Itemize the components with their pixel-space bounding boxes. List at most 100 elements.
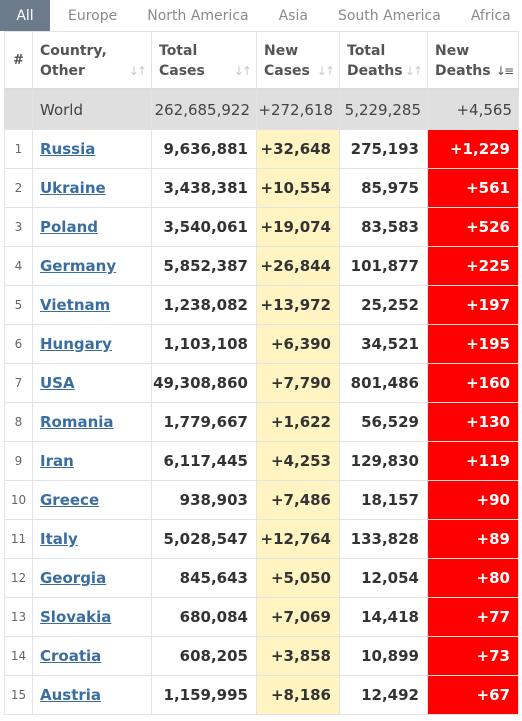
header-new-deaths-label: New Deaths [435, 43, 491, 79]
country-cell: Vietnam [32, 285, 152, 325]
total-deaths-cell: 56,529 [339, 402, 428, 442]
row-index: 3 [4, 207, 33, 247]
total-deaths-cell: 10,899 [339, 636, 428, 676]
tab-europe[interactable]: Europe [68, 7, 118, 24]
table-row: 3 Poland 3,540,061 +19,074 83,583 +526 [4, 207, 519, 247]
country-cell: Croatia [32, 636, 152, 676]
country-cell: Austria [32, 675, 152, 715]
header-index-label: # [13, 52, 24, 68]
world-row: World 262,685,922 +272,618 5,229,285 +4,… [4, 89, 519, 130]
sort-icon[interactable]: ↓↑ [316, 64, 335, 78]
table-row: 8 Romania 1,779,667 +1,622 56,529 +130 [4, 402, 519, 442]
country-cell: Italy [32, 519, 152, 559]
new-cases-cell: +5,050 [256, 558, 340, 598]
country-link[interactable]: Romania [40, 413, 114, 431]
header-total-deaths[interactable]: Total Deaths ↓↑ [339, 31, 428, 91]
total-deaths-cell: 12,054 [339, 558, 428, 598]
total-deaths-cell: 14,418 [339, 597, 428, 637]
table-row: 12 Georgia 845,643 +5,050 12,054 +80 [4, 558, 519, 598]
header-new-deaths[interactable]: New Deaths ↓≡ [427, 31, 519, 91]
new-cases-cell: +19,074 [256, 207, 340, 247]
total-cases-cell: 3,540,061 [151, 207, 257, 247]
new-cases-cell: +7,486 [256, 480, 340, 520]
new-cases-cell: +8,186 [256, 675, 340, 715]
new-deaths-cell: +119 [427, 441, 519, 481]
new-deaths-cell: +67 [427, 675, 519, 715]
table-row: 6 Hungary 1,103,108 +6,390 34,521 +195 [4, 324, 519, 364]
country-cell: Georgia [32, 558, 152, 598]
country-link[interactable]: Italy [40, 530, 78, 548]
new-cases-cell: +32,648 [256, 129, 340, 169]
tab-north-america[interactable]: North America [147, 7, 249, 24]
row-index: 2 [4, 168, 33, 208]
tab-asia[interactable]: Asia [278, 7, 308, 24]
row-index: 12 [4, 558, 33, 598]
new-deaths-cell: +526 [427, 207, 519, 247]
total-deaths-cell: 34,521 [339, 324, 428, 364]
tab-africa[interactable]: Africa [470, 7, 511, 24]
new-cases-cell: +1,622 [256, 402, 340, 442]
new-deaths-cell: +197 [427, 285, 519, 325]
world-name: World [32, 89, 152, 130]
country-cell: Iran [32, 441, 152, 481]
new-cases-cell: +7,069 [256, 597, 340, 637]
countries-table: # Country, Other ↓↑ Total Cases ↓↑ New Case… [4, 31, 519, 715]
country-link[interactable]: Germany [40, 257, 117, 275]
new-deaths-cell: +561 [427, 168, 519, 208]
country-link[interactable]: Slovakia [40, 608, 112, 626]
total-cases-cell: 6,117,445 [151, 441, 257, 481]
country-link[interactable]: Greece [40, 491, 100, 509]
total-cases-cell: 1,159,995 [151, 675, 257, 715]
row-index: 4 [4, 246, 33, 286]
header-new-cases-label: New Cases [264, 43, 310, 79]
total-cases-cell: 680,084 [151, 597, 257, 637]
country-cell: USA [32, 363, 152, 403]
header-country[interactable]: Country, Other ↓↑ [32, 31, 152, 91]
table-row: 2 Ukraine 3,438,381 +10,554 85,975 +561 [4, 168, 519, 208]
region-tabs: All Europe North America Asia South Amer… [0, 0, 522, 31]
new-deaths-cell: +160 [427, 363, 519, 403]
header-total-cases[interactable]: Total Cases ↓↑ [151, 31, 257, 91]
sort-icon[interactable]: ↓↑ [404, 64, 423, 78]
country-link[interactable]: Hungary [40, 335, 112, 353]
tab-south-america[interactable]: South America [337, 7, 441, 24]
total-cases-cell: 608,205 [151, 636, 257, 676]
new-deaths-cell: +225 [427, 246, 519, 286]
total-cases-cell: 49,308,860 [151, 363, 257, 403]
header-country-label: Country, Other [40, 43, 107, 79]
country-link[interactable]: Ukraine [40, 179, 106, 197]
country-link[interactable]: Georgia [40, 569, 107, 587]
new-deaths-cell: +80 [427, 558, 519, 598]
header-index: # [4, 31, 33, 91]
table-row: 9 Iran 6,117,445 +4,253 129,830 +119 [4, 441, 519, 481]
sort-icon[interactable]: ↓↑ [128, 64, 147, 78]
total-deaths-cell: 129,830 [339, 441, 428, 481]
total-cases-cell: 5,852,387 [151, 246, 257, 286]
sort-descending-icon[interactable]: ↓≡ [495, 64, 514, 78]
new-deaths-cell: +130 [427, 402, 519, 442]
total-deaths-cell: 801,486 [339, 363, 428, 403]
total-cases-cell: 1,779,667 [151, 402, 257, 442]
new-cases-cell: +6,390 [256, 324, 340, 364]
header-total-cases-label: Total Cases [159, 43, 205, 79]
country-cell: Germany [32, 246, 152, 286]
new-cases-cell: +10,554 [256, 168, 340, 208]
country-link[interactable]: Vietnam [40, 296, 111, 314]
total-deaths-cell: 133,828 [339, 519, 428, 559]
table-row: 7 USA 49,308,860 +7,790 801,486 +160 [4, 363, 519, 403]
country-link[interactable]: Croatia [40, 647, 102, 665]
country-link[interactable]: Austria [40, 686, 102, 704]
row-index: 13 [4, 597, 33, 637]
table-row: 13 Slovakia 680,084 +7,069 14,418 +77 [4, 597, 519, 637]
country-link[interactable]: Iran [40, 452, 74, 470]
country-link[interactable]: Poland [40, 218, 98, 236]
new-cases-cell: +13,972 [256, 285, 340, 325]
country-cell: Hungary [32, 324, 152, 364]
row-index: 11 [4, 519, 33, 559]
header-new-cases[interactable]: New Cases ↓↑ [256, 31, 340, 91]
tab-all[interactable]: All [0, 0, 50, 31]
total-cases-cell: 9,636,881 [151, 129, 257, 169]
sort-icon[interactable]: ↓↑ [233, 64, 252, 78]
country-link[interactable]: USA [40, 374, 75, 392]
country-link[interactable]: Russia [40, 140, 96, 158]
